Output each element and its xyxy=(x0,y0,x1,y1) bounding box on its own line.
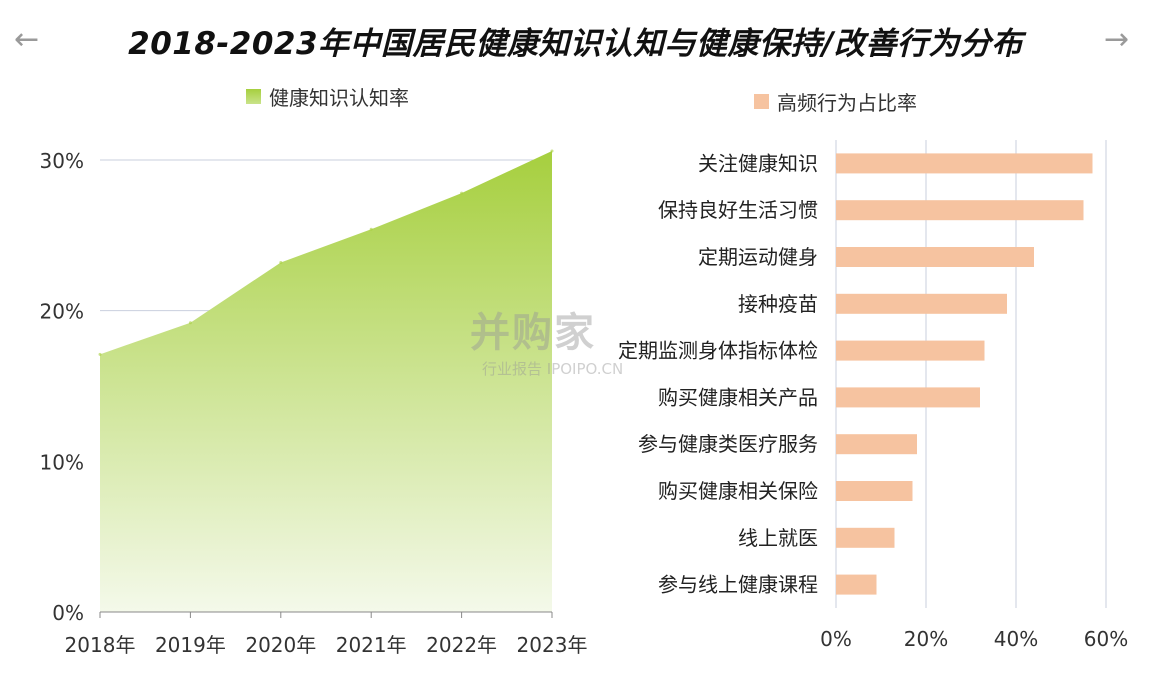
area-point xyxy=(188,321,192,325)
bar xyxy=(836,481,913,501)
bar-legend-swatch xyxy=(754,94,769,109)
watermark-subtitle: 行业报告 IPOIPO.CN xyxy=(482,360,624,378)
area-x-tick-label: 2023年 xyxy=(517,633,588,657)
bar-category-label: 参与线上健康课程 xyxy=(658,573,818,597)
bar xyxy=(836,153,1093,174)
area-x-tick-label: 2021年 xyxy=(336,633,407,657)
area-point xyxy=(98,352,102,356)
bar xyxy=(836,434,917,455)
bar-category-label: 保持良好生活习惯 xyxy=(658,198,818,222)
area-x-tick-label: 2018年 xyxy=(65,633,136,657)
bar xyxy=(836,247,1034,267)
bar-legend: 高频行为占比率 xyxy=(754,87,917,116)
area-y-tick-label: 0% xyxy=(52,601,84,625)
bar-category-label: 购买健康相关保险 xyxy=(658,479,818,503)
area-legend: 健康知识认知率 xyxy=(246,82,409,111)
area-y-tick-label: 10% xyxy=(40,450,84,474)
watermark-brand: 并购家 xyxy=(470,310,596,356)
bar xyxy=(836,387,980,408)
bar xyxy=(836,574,877,595)
area-y-tick-label: 20% xyxy=(40,300,84,324)
chart-title: 2018-2023年中国居民健康知识认知与健康保持/改善行为分布 xyxy=(128,26,1023,62)
bar-category-label: 购买健康相关产品 xyxy=(658,385,818,409)
area-point xyxy=(369,227,373,231)
area-point xyxy=(279,260,283,264)
area-point xyxy=(460,191,464,195)
area-x-tick-label: 2019年 xyxy=(155,633,226,657)
area-point xyxy=(550,149,554,153)
bar-x-tick-label: 60% xyxy=(1084,627,1128,651)
bar-category-label: 线上就医 xyxy=(738,526,818,550)
area-x-tick-label: 2022年 xyxy=(426,633,497,657)
bar-category-label: 定期监测身体指标体检 xyxy=(618,339,818,363)
bar-category-label: 接种疫苗 xyxy=(738,292,818,316)
next-arrow-icon[interactable]: → xyxy=(1104,22,1130,57)
bar xyxy=(836,293,1007,314)
area-y-tick-label: 30% xyxy=(40,149,84,173)
bar-category-label: 关注健康知识 xyxy=(698,151,818,175)
bar xyxy=(836,527,895,548)
area-x-tick-label: 2020年 xyxy=(245,633,316,657)
bar xyxy=(836,200,1084,221)
area-series xyxy=(100,150,552,612)
area-legend-label: 健康知识认知率 xyxy=(269,86,409,110)
bar xyxy=(836,340,985,361)
prev-arrow-icon[interactable]: ← xyxy=(14,22,40,57)
area-legend-swatch xyxy=(246,89,261,104)
bar-category-label: 参与健康类医疗服务 xyxy=(638,432,818,456)
bar-x-tick-label: 20% xyxy=(904,627,948,651)
bar-category-label: 定期运动健身 xyxy=(698,245,818,269)
bar-legend-label: 高频行为占比率 xyxy=(777,91,917,115)
watermark: 并购家 行业报告 IPOIPO.CN xyxy=(470,300,623,379)
bar-x-tick-label: 40% xyxy=(994,627,1038,651)
bar-x-tick-label: 0% xyxy=(820,627,852,651)
